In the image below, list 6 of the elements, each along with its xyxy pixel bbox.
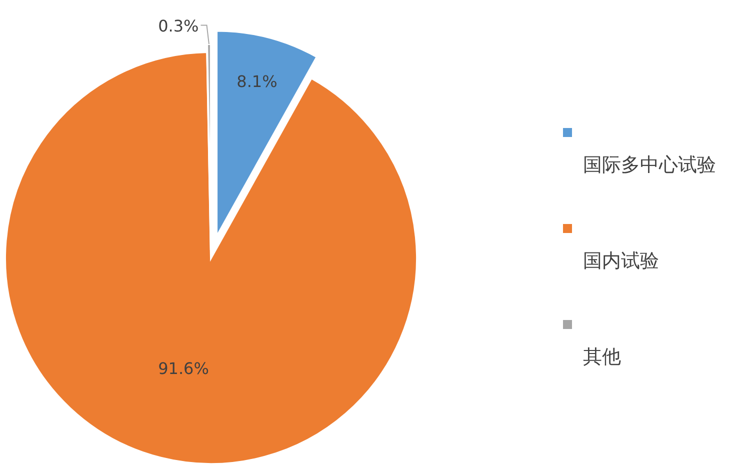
legend-label: 其他 <box>583 346 621 368</box>
legend-label: 国内试验 <box>583 250 659 272</box>
data-label: 8.1% <box>236 72 278 92</box>
legend-label: 国际多中心试验 <box>583 154 716 176</box>
data-label: 91.6% <box>158 358 209 378</box>
data-label: 0.3% <box>158 16 199 36</box>
